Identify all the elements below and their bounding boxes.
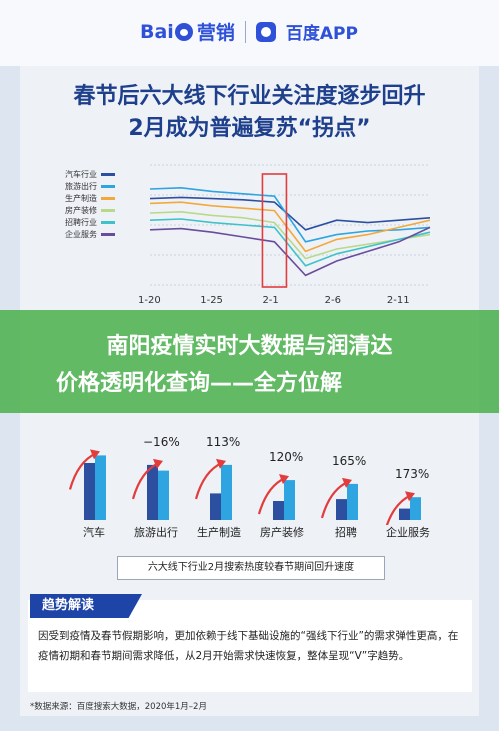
legend-item: 房产装修 xyxy=(65,204,115,216)
bar xyxy=(147,464,158,520)
x-tick-label: 2-1 xyxy=(262,295,279,306)
logo-row: Bai 营销 百度APP xyxy=(140,18,358,45)
legend-swatch xyxy=(101,196,115,200)
legend-label: 企业服务 xyxy=(65,229,97,239)
chart-title-line1: 春节后六大线下行业关注度逐步回升 xyxy=(73,84,426,109)
growth-label: 165% xyxy=(332,453,367,468)
baidu-app-label: 百度APP xyxy=(285,24,358,44)
legend-item: 汽车行业 xyxy=(65,168,115,180)
line-chart xyxy=(149,164,431,288)
bar xyxy=(210,493,221,520)
legend-swatch xyxy=(101,208,115,212)
growth-arrowhead xyxy=(342,477,352,488)
legend-label: 旅游出行 xyxy=(65,181,97,191)
bar-category-label: 招聘 xyxy=(335,526,357,539)
series-line-4 xyxy=(149,218,431,267)
legend-swatch xyxy=(101,172,115,176)
bar-chart xyxy=(68,449,421,525)
series-line-0 xyxy=(149,196,431,231)
growth-label: 173% xyxy=(395,467,430,482)
bar xyxy=(95,455,106,520)
bar-category-label: 生产制造 xyxy=(197,526,241,539)
legend-item: 招聘行业 xyxy=(65,216,115,228)
bar-chart-caption: 六大线下行业2月搜索热度较春节期间回升速度 xyxy=(117,556,385,580)
growth-arrowhead xyxy=(90,449,100,460)
trend-text: 因受到疫情及春节假期影响，更加依赖于线下基础设施的“强线下行业”的需求弹性更高，… xyxy=(38,630,459,662)
chart-title-line2: 2月成为普遍复苏“拐点” xyxy=(128,116,371,141)
x-tick-label: 2-11 xyxy=(386,295,410,306)
growth-label: 120% xyxy=(269,450,304,465)
marketing-text: 营销 xyxy=(196,22,235,44)
growth-arrowhead xyxy=(405,491,415,502)
growth-arrowhead xyxy=(153,458,163,469)
bar-category-label: 企业服务 xyxy=(386,526,430,539)
legend-swatch xyxy=(101,232,115,236)
bar-category-label: 汽车 xyxy=(83,526,105,539)
x-tick-label: 1-25 xyxy=(200,295,223,306)
growth-label: 113% xyxy=(206,434,241,449)
legend-label: 生产制造 xyxy=(65,193,97,203)
baidu-app-icon xyxy=(255,21,276,42)
growth-label: −16% xyxy=(143,434,180,449)
data-source-note: *数据来源：百度搜索大数据，2020年1月–2月 xyxy=(30,702,207,712)
legend-item: 旅游出行 xyxy=(65,180,115,192)
baidu-logo-text: Bai xyxy=(140,20,174,43)
series-line-3 xyxy=(149,210,431,260)
growth-arrowhead xyxy=(216,458,226,469)
paw-icon xyxy=(174,22,193,41)
highlight-box xyxy=(261,173,288,288)
legend-label: 房产装修 xyxy=(65,205,97,215)
trend-tag: 趋势解读 xyxy=(30,594,142,618)
x-tick-label: 1-20 xyxy=(138,295,161,306)
bar xyxy=(284,480,295,520)
legend-swatch xyxy=(101,184,115,188)
legend-item: 企业服务 xyxy=(65,228,115,240)
growth-arrowhead xyxy=(279,474,289,485)
bar xyxy=(273,501,284,520)
series-line-2 xyxy=(149,201,431,253)
header-bar: Bai 营销 百度APP xyxy=(0,0,499,66)
headline-overlay xyxy=(0,310,499,413)
bar-category-label: 旅游出行 xyxy=(134,526,178,539)
bar xyxy=(347,483,358,520)
overlay-title-line2: 价格透明化查询——全方位解 xyxy=(56,371,343,396)
legend-item: 生产制造 xyxy=(65,192,115,204)
overlay-title-line1: 南阳疫情实时大数据与润清达 xyxy=(106,334,393,359)
bar-category-label: 房产装修 xyxy=(260,526,304,539)
bar xyxy=(84,463,95,520)
series-line-1 xyxy=(149,186,431,243)
legend-swatch xyxy=(101,220,115,224)
baidu-marketing-logo: Bai 营销 xyxy=(140,18,235,45)
x-tick-label: 2-6 xyxy=(324,295,341,306)
legend-label: 汽车行业 xyxy=(65,169,97,179)
series-line-5 xyxy=(149,226,431,277)
bar xyxy=(158,470,169,520)
legend-label: 招聘行业 xyxy=(65,217,97,227)
bar xyxy=(336,499,347,520)
line-chart-legend: 汽车行业旅游出行生产制造房产装修招聘行业企业服务 xyxy=(65,168,115,240)
bar xyxy=(410,497,421,520)
bar xyxy=(399,508,410,520)
header-divider xyxy=(244,20,246,43)
bar xyxy=(221,464,232,520)
